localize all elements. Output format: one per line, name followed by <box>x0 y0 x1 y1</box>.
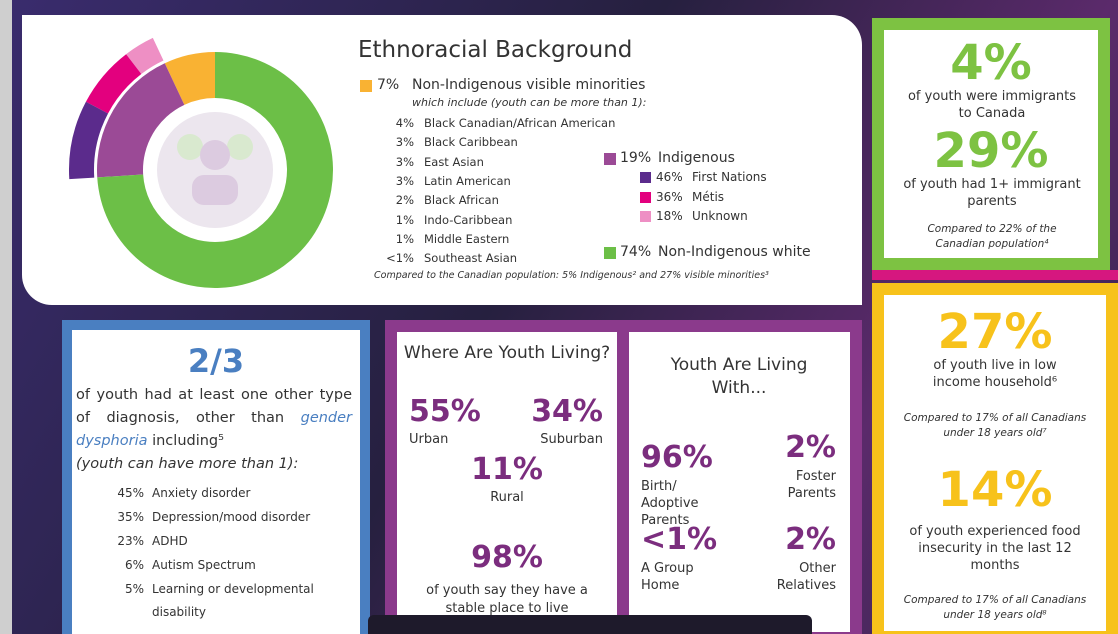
list-label: Black African <box>424 193 499 207</box>
divider-strip <box>872 270 1118 280</box>
income-panel: 27% of youth live in low income househol… <box>872 283 1118 634</box>
legend-swatch <box>360 80 372 92</box>
icon-person <box>200 140 230 170</box>
legend-label: Indigenous <box>658 150 735 166</box>
stat: 14% <box>884 465 1106 515</box>
legend-pct: 19% <box>620 150 651 166</box>
stat-label: Suburban <box>540 432 603 447</box>
stat-label: Other Relatives <box>756 560 836 594</box>
legend-label: Unknown <box>692 209 748 223</box>
stat: 27% <box>884 307 1106 357</box>
legend-pct: 18% <box>656 209 683 223</box>
stat: 29% <box>884 126 1098 176</box>
list-pct: 35% <box>92 510 144 524</box>
legend-pct: 36% <box>656 190 683 204</box>
card-title: Youth Are Living With... <box>659 354 819 400</box>
list-label: Middle Eastern <box>424 232 509 246</box>
stat-text: of youth live in low income household⁶ <box>910 357 1080 391</box>
stat-label: Urban <box>409 432 448 447</box>
icon-person <box>177 134 203 160</box>
legend-label: Non-Indigenous white <box>658 244 811 260</box>
where-card: Where Are Youth Living? 98% of youth say… <box>397 332 617 632</box>
legend-label: First Nations <box>692 170 767 184</box>
comparison-note: Compared to 17% of all Canadians under 1… <box>894 411 1096 441</box>
stat: 2% <box>785 430 836 465</box>
comparison-note: Compared to 22% of the Canadian populati… <box>906 222 1078 252</box>
list-pct: 5% <box>92 582 144 596</box>
legend-swatch <box>640 172 651 183</box>
legend-swatch <box>604 247 616 259</box>
with-card: Youth Are Living With... 96%Birth/ Adopt… <box>629 332 850 632</box>
section-title: Ethnoracial Background <box>358 37 632 63</box>
stat: 96% <box>641 440 713 475</box>
stat-text: of youth had 1+ immigrant parents <box>902 176 1082 210</box>
stat-label: A Group Home <box>641 560 721 594</box>
list-pct: 4% <box>374 116 414 130</box>
legend-pct: 7% <box>377 77 399 93</box>
stat-text: of youth were immigrants to Canada <box>902 88 1082 122</box>
stat: <1% <box>641 522 717 557</box>
list-label: ADHD <box>152 530 342 553</box>
stat: 2/3 <box>72 342 360 380</box>
legend-pct: 46% <box>656 170 683 184</box>
list-label: Latin American <box>424 174 511 188</box>
list-label: Learning or developmental disability <box>152 578 342 624</box>
legend-note: which include (youth can be more than 1)… <box>412 96 646 109</box>
stat-label: Rural <box>397 490 617 505</box>
legend-swatch <box>640 192 651 203</box>
list-label: Anxiety disorder <box>152 482 342 505</box>
immigration-panel: 4% of youth were immigrants to Canada 29… <box>872 18 1110 270</box>
list-label: Autism Spectrum <box>152 554 342 577</box>
list-pct: 1% <box>374 232 414 246</box>
footnote: Compared to the Canadian population: 5% … <box>374 270 769 281</box>
diagnosis-panel: 2/3 of youth had at least one other type… <box>62 320 370 634</box>
ethnoracial-panel: Ethnoracial Background 7% Non-Indigenous… <box>22 15 862 305</box>
legend-label: Non-Indigenous visible minorities <box>412 77 645 93</box>
list-pct: <1% <box>374 251 414 265</box>
diagnosis-text: of youth had at least one other type of … <box>76 384 352 476</box>
stat: 4% <box>884 38 1098 88</box>
stat: 55% <box>409 394 481 429</box>
legend-label: Métis <box>692 190 724 204</box>
list-pct: 23% <box>92 534 144 548</box>
list-pct: 2% <box>374 193 414 207</box>
legend-swatch <box>604 153 616 165</box>
card-title: Where Are Youth Living? <box>397 342 617 365</box>
comparison-note: Compared to 17% of all Canadians under 1… <box>894 593 1096 623</box>
stat: 2% <box>785 522 836 557</box>
stat-text: of youth experienced food insecurity in … <box>898 523 1092 574</box>
list-pct: 1% <box>374 213 414 227</box>
list-pct: 6% <box>92 558 144 572</box>
list-label: Indo-Caribbean <box>424 213 512 227</box>
list-pct: 3% <box>374 174 414 188</box>
stat: 98% <box>397 540 617 575</box>
list-pct: 45% <box>92 486 144 500</box>
list-label: Black Caribbean <box>424 135 518 149</box>
legend-pct: 74% <box>620 244 651 260</box>
note: (youth can have more than 1): <box>76 456 298 472</box>
text: including⁵ <box>152 433 224 449</box>
list-pct: 3% <box>374 155 414 169</box>
list-pct: 3% <box>374 135 414 149</box>
infographic: Ethnoracial Background 7% Non-Indigenous… <box>0 0 1118 634</box>
stat-label: Foster Parents <box>756 468 836 502</box>
stat: 11% <box>397 452 617 487</box>
list-label: Southeast Asian <box>424 251 517 265</box>
list-label: Depression/mood disorder <box>152 506 342 529</box>
list-label: East Asian <box>424 155 484 169</box>
bottom-bar <box>368 615 812 634</box>
living-panel: Where Are Youth Living? 98% of youth say… <box>385 320 862 634</box>
legend-swatch <box>640 211 651 222</box>
icon-person <box>227 134 253 160</box>
side-strip <box>0 0 12 634</box>
icon-body <box>192 175 238 205</box>
stat-text: of youth say they have a stable place to… <box>407 582 607 618</box>
stat: 34% <box>531 394 603 429</box>
list-label: Black Canadian/African American <box>424 116 615 130</box>
